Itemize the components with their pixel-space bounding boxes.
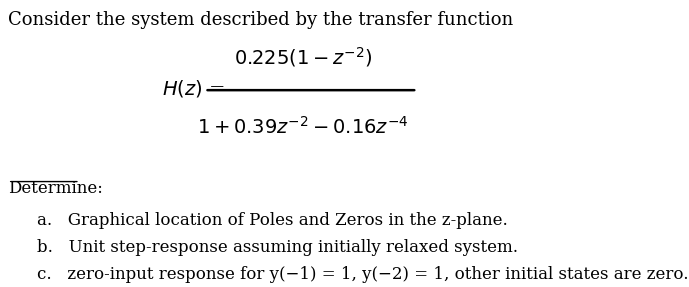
Text: b.   Unit step-response assuming initially relaxed system.: b. Unit step-response assuming initially…	[37, 239, 518, 256]
Text: $0.225(1-z^{-2})$: $0.225(1-z^{-2})$	[234, 44, 372, 69]
Text: Consider the system described by the transfer function: Consider the system described by the tra…	[8, 11, 513, 29]
Text: $H(z)$ =: $H(z)$ =	[162, 78, 225, 99]
Text: $1+0.39z^{-2}-0.16z^{-4}$: $1+0.39z^{-2}-0.16z^{-4}$	[197, 115, 409, 137]
Text: c.   zero-input response for y(−1) = 1, y(−2) = 1, other initial states are zero: c. zero-input response for y(−1) = 1, y(…	[37, 266, 689, 283]
Text: Determine:: Determine:	[8, 180, 103, 197]
Text: a.   Graphical location of Poles and Zeros in the z-plane.: a. Graphical location of Poles and Zeros…	[37, 212, 508, 230]
